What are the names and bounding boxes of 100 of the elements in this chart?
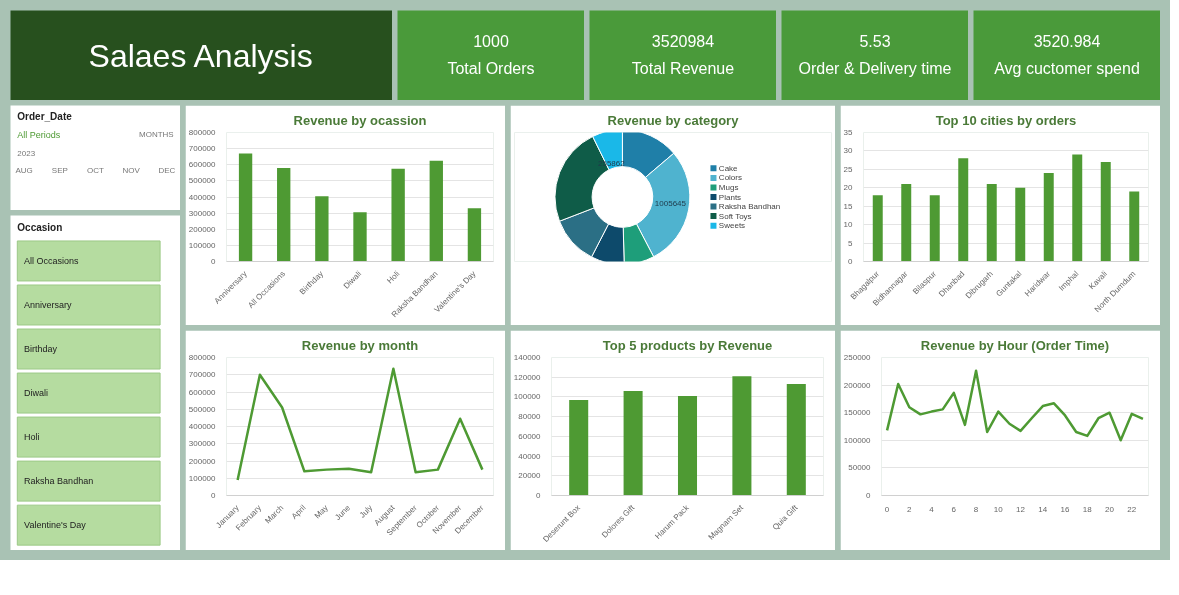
text: Total Revenue xyxy=(631,59,735,77)
text: Total Orders xyxy=(447,59,535,77)
x-tick-label: 2 xyxy=(907,504,913,514)
text: Holi xyxy=(24,432,40,443)
bar xyxy=(786,384,806,496)
text: OCT xyxy=(87,166,105,176)
bar xyxy=(958,158,969,262)
bar xyxy=(569,399,589,496)
y-tick-label: 200000 xyxy=(843,380,872,390)
y-tick-label: 150000 xyxy=(843,408,872,418)
bar xyxy=(429,160,443,262)
y-tick-label: 80000 xyxy=(518,412,542,422)
text: Avg cuctomer spend xyxy=(994,59,1140,77)
x-tick-label: 20 xyxy=(1105,504,1115,514)
text: All Periods xyxy=(17,129,61,140)
x-tick-label: 22 xyxy=(1127,504,1137,514)
y-tick-label: 100000 xyxy=(188,240,217,250)
y-tick-label: 250000 xyxy=(843,353,872,362)
bar xyxy=(277,167,291,262)
legend-label: Soft Toys xyxy=(718,211,752,221)
legend-label: Colors xyxy=(718,173,742,183)
y-tick-label: 0 xyxy=(866,491,872,500)
bar xyxy=(1129,191,1140,262)
legend-label: Sweets xyxy=(718,221,746,231)
text: Order & Delivery time xyxy=(798,59,952,77)
chart-title: Revenue by ocassion xyxy=(293,112,427,128)
x-tick-label: 0 xyxy=(884,504,890,514)
y-tick-label: 800000 xyxy=(188,353,217,362)
line-series xyxy=(885,369,1145,442)
bar xyxy=(315,196,329,262)
text: 3520984 xyxy=(651,33,715,51)
y-tick-label: 400000 xyxy=(188,422,217,431)
text: Salaes Analysis xyxy=(88,37,313,74)
y-tick-label: 15 xyxy=(843,201,854,211)
legend-label: Raksha Bandhan xyxy=(718,202,781,212)
y-tick-label: 700000 xyxy=(188,370,217,380)
y-tick-label: 140000 xyxy=(513,353,542,362)
y-tick-label: 50000 xyxy=(848,463,872,473)
line-series xyxy=(236,367,484,482)
text: MONTHS xyxy=(139,130,174,140)
y-tick-label: 20 xyxy=(843,183,854,193)
legend-label: Mugs xyxy=(718,182,739,192)
y-tick-label: 400000 xyxy=(188,192,217,202)
x-tick-label: 16 xyxy=(1060,504,1071,514)
y-tick-label: 600000 xyxy=(188,160,217,170)
bar xyxy=(986,184,997,262)
y-tick-label: 800000 xyxy=(188,128,217,137)
x-tick-label: 18 xyxy=(1082,504,1093,514)
y-tick-label: 0 xyxy=(211,257,217,266)
text: SEP xyxy=(51,166,68,176)
text: 2023 xyxy=(17,149,36,159)
y-tick-label: 10 xyxy=(843,220,854,230)
bar xyxy=(391,168,405,262)
y-tick-label: 40000 xyxy=(518,451,542,461)
y-tick-label: 100000 xyxy=(513,392,542,402)
bar xyxy=(929,195,940,262)
x-tick-label: 10 xyxy=(993,504,1004,514)
text: 5.53 xyxy=(859,33,891,51)
y-tick-label: 30 xyxy=(843,146,854,156)
x-tick-label: July xyxy=(357,503,375,520)
text: AUG xyxy=(15,166,33,176)
text: 3520.984 xyxy=(1033,33,1101,51)
chart-title: Revenue by category xyxy=(607,112,740,128)
text: All Occasions xyxy=(24,255,80,266)
y-tick-label: 300000 xyxy=(188,208,217,218)
bar xyxy=(1072,154,1083,262)
y-tick-label: 120000 xyxy=(513,372,542,382)
bar xyxy=(732,376,752,496)
y-tick-label: 0 xyxy=(536,491,542,500)
y-tick-label: 0 xyxy=(211,491,217,500)
legend-label: Cake xyxy=(718,163,739,173)
x-tick-label: 4 xyxy=(929,504,935,514)
y-tick-label: 35 xyxy=(843,128,854,137)
bar xyxy=(677,395,698,496)
x-tick-label: 12 xyxy=(1016,504,1026,514)
bar xyxy=(1100,161,1111,262)
chart-title: Top 5 products by Revenue xyxy=(602,337,773,353)
data-label: 1005645 xyxy=(654,199,687,209)
y-tick-label: 500000 xyxy=(188,176,217,186)
chart-title: Revenue by month xyxy=(301,337,419,353)
bar xyxy=(353,212,367,262)
y-tick-label: 200000 xyxy=(188,224,217,234)
bar xyxy=(901,184,912,262)
y-tick-label: 300000 xyxy=(188,439,217,449)
y-tick-label: 600000 xyxy=(188,387,217,397)
text: Diwali xyxy=(24,388,49,399)
y-tick-label: 5 xyxy=(848,238,854,248)
text: Raksha Bandhan xyxy=(24,476,94,487)
chart-title: Revenue by Hour (Order Time) xyxy=(920,337,1110,353)
bar xyxy=(467,208,482,262)
y-tick-label: 200000 xyxy=(188,456,217,466)
y-tick-label: 100000 xyxy=(188,473,217,483)
text: DEC xyxy=(158,166,176,176)
bar xyxy=(623,391,643,496)
text: Birthday xyxy=(24,344,58,355)
y-tick-label: 20000 xyxy=(518,471,542,481)
text: NOV xyxy=(122,166,141,176)
text: Order_Date xyxy=(17,110,73,122)
y-tick-label: 700000 xyxy=(188,144,217,154)
y-tick-label: 60000 xyxy=(518,431,542,441)
